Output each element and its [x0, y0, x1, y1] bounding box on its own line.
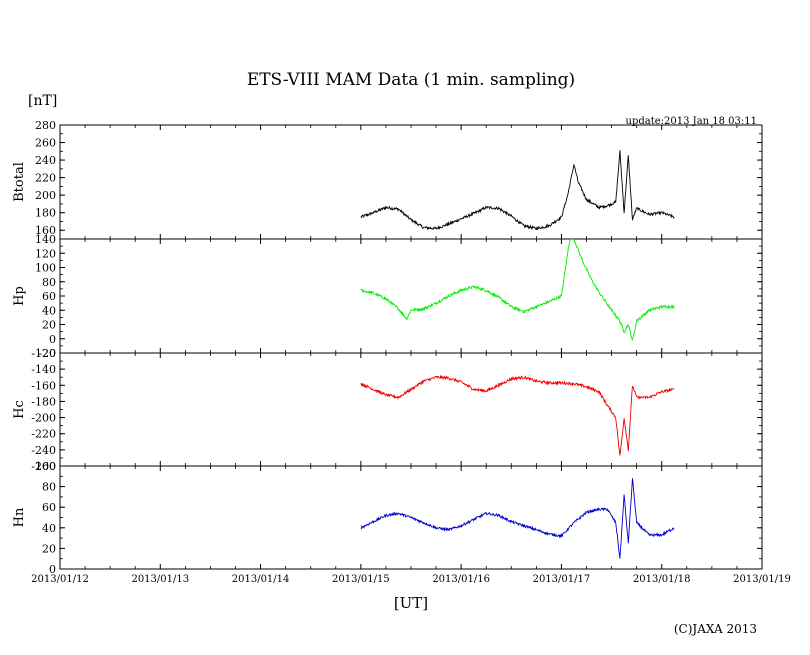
y-tick-label: -160	[31, 379, 56, 392]
y-tick-label: -200	[31, 412, 56, 425]
y-tick-label: 240	[35, 154, 56, 167]
x-tick-label: 2013/01/18	[633, 574, 691, 585]
x-tick-label: 2013/01/19	[733, 574, 791, 585]
y-tick-label: 140	[35, 233, 56, 246]
y-axis-label: Hp	[12, 286, 27, 306]
unit-label: [nT]	[28, 93, 57, 109]
y-tick-label: 220	[35, 172, 56, 185]
y-tick-label: 80	[42, 276, 56, 289]
series-line-hc	[360, 374, 675, 456]
y-tick-label: -220	[31, 428, 56, 441]
y-axis-label: Hn	[12, 507, 27, 527]
x-axis-label: [UT]	[394, 594, 428, 612]
y-tick-label: 80	[42, 481, 56, 494]
x-tick-label: 2013/01/13	[131, 574, 189, 585]
y-tick-label: 0	[49, 333, 56, 346]
x-tick-label: 2013/01/15	[332, 574, 390, 585]
x-tick-label: 2013/01/16	[432, 574, 490, 585]
y-tick-label: 40	[42, 304, 56, 317]
y-tick-label: 160	[35, 224, 56, 237]
y-tick-label: 100	[35, 262, 56, 275]
series-line-btotal	[360, 150, 675, 231]
y-tick-label: 20	[42, 319, 56, 332]
y-tick-label: 0	[49, 563, 56, 576]
y-tick-label: -140	[31, 363, 56, 376]
y-tick-label: -20	[38, 347, 56, 360]
panel-btotal: 160 180 200 220 240 260 280 Btotal	[12, 119, 763, 240]
y-tick-label: -260	[31, 460, 56, 473]
y-axis-label: Hc	[12, 400, 27, 419]
y-tick-label: 200	[35, 189, 56, 202]
x-tick-label: 2013/01/12	[31, 574, 89, 585]
y-axis-label: Btotal	[12, 162, 27, 202]
chart-title: ETS-VIII MAM Data (1 min. sampling)	[247, 70, 575, 90]
series-line-hp	[360, 239, 675, 341]
series-line-hn	[360, 478, 675, 559]
y-tick-label: 100	[35, 460, 56, 473]
y-tick-label: -120	[31, 347, 56, 360]
x-tick-label: 2013/01/17	[533, 574, 591, 585]
panel-hn: 0 20 40 60 80 100 Hn	[12, 460, 763, 576]
y-tick-label: -240	[31, 444, 56, 457]
y-tick-label: 60	[42, 290, 56, 303]
x-axis: 2013/01/12 2013/01/13 2013/01/14 2013/01/15…	[31, 574, 791, 585]
panel-hc: -260 -240 -220 -200 -180 -160 -140 -120 Hc	[12, 347, 763, 473]
update-timestamp: update:2013 Jan 18 03:11	[626, 116, 757, 127]
y-tick-label: 280	[35, 119, 56, 132]
y-tick-label: 180	[35, 207, 56, 220]
y-tick-label: 60	[42, 501, 56, 514]
y-tick-label: 260	[35, 137, 56, 150]
y-tick-label: -180	[31, 395, 56, 408]
y-tick-label: 40	[42, 522, 56, 535]
y-tick-label: 120	[35, 247, 56, 260]
y-tick-label: 20	[42, 542, 56, 555]
copyright-text: (C)JAXA 2013	[674, 622, 757, 636]
plot-panels: 160180200220240260280Btotal-200204060801…	[12, 119, 763, 576]
x-tick-label: 2013/01/14	[232, 574, 290, 585]
